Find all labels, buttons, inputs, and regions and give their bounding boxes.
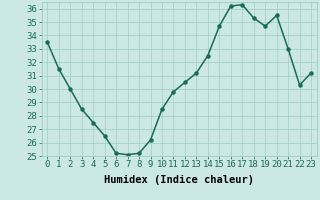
X-axis label: Humidex (Indice chaleur): Humidex (Indice chaleur) xyxy=(104,175,254,185)
